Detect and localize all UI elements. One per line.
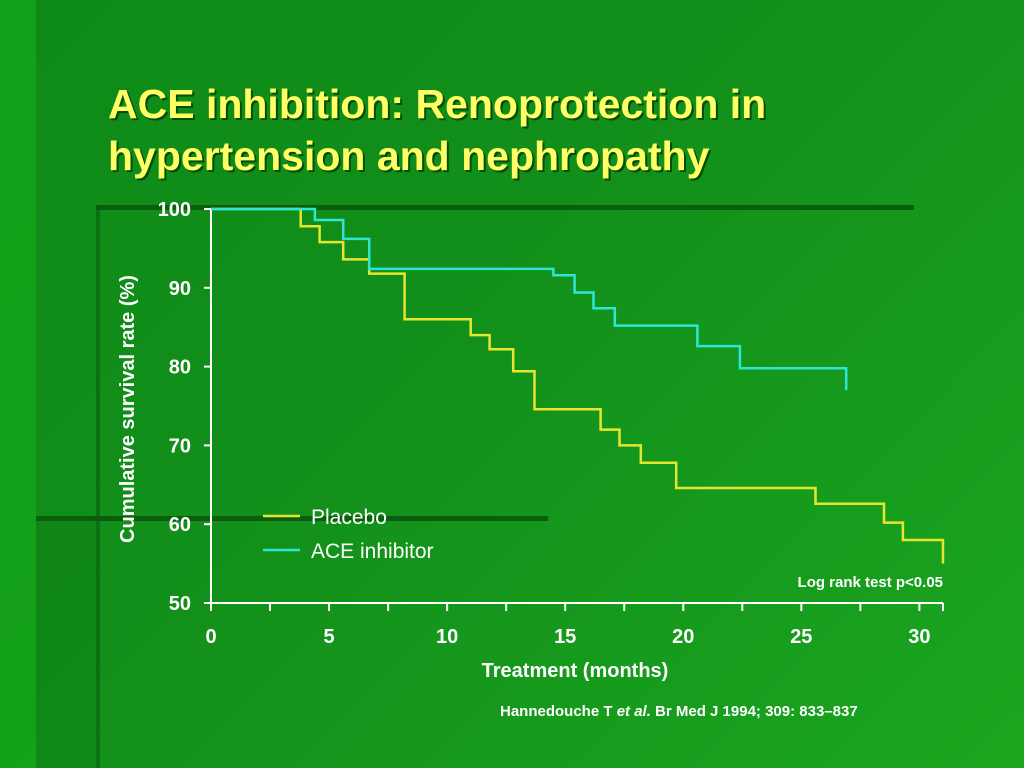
- slide-title-line-2: hypertension and nephropathy: [108, 133, 710, 179]
- x-tick-label: 10: [436, 626, 458, 648]
- citation-etal: et al.: [616, 703, 651, 720]
- citation-rest: Br Med J 1994; 309: 833–837: [650, 703, 858, 720]
- y-tick-label: 70: [169, 435, 191, 457]
- decor-top-rule: [96, 205, 914, 210]
- x-tick-label: 0: [205, 626, 216, 648]
- y-tick-label: 100: [158, 199, 191, 221]
- x-tick-label: 15: [554, 626, 576, 648]
- chart-series: [211, 207, 945, 564]
- x-tick-label: 25: [790, 626, 812, 648]
- citation: Hannedouche T et al. Br Med J 1994; 309:…: [500, 703, 980, 720]
- y-tick-label: 90: [169, 278, 191, 300]
- citation-author: Hannedouche T: [500, 703, 617, 720]
- x-tick-label: 20: [672, 626, 694, 648]
- x-tick-label: 30: [908, 626, 930, 648]
- legend-label: ACE inhibitor: [311, 540, 434, 563]
- y-axis-title: Cumulative survival rate (%): [117, 275, 139, 543]
- decor-vertical-rule: [96, 205, 100, 768]
- chart-legend: Placebo ACE inhibitor: [263, 506, 434, 563]
- log-rank-annotation: Log rank test p<0.05: [798, 574, 943, 591]
- series-line-ace-inhibitor: [211, 207, 848, 391]
- slide-title: ACE inhibition: Renoprotection in hypert…: [108, 78, 988, 182]
- decor-left-stripe: [0, 0, 36, 768]
- decor-lower-block: [36, 520, 96, 768]
- x-tick-label: 5: [324, 626, 335, 648]
- x-axis-title: Treatment (months): [482, 660, 669, 682]
- y-tick-label: 60: [169, 514, 191, 536]
- y-tick-label: 80: [169, 357, 191, 379]
- series-line-placebo: [211, 207, 945, 564]
- decor-mid-rule: [36, 516, 548, 521]
- legend-label: Placebo: [311, 506, 387, 529]
- chart-axes: 50 60 70 80 90 100 0 5 10 15 20 25 30: [158, 199, 944, 648]
- slide-title-line-1: ACE inhibition: Renoprotection in: [108, 81, 767, 127]
- y-tick-label: 50: [169, 593, 191, 615]
